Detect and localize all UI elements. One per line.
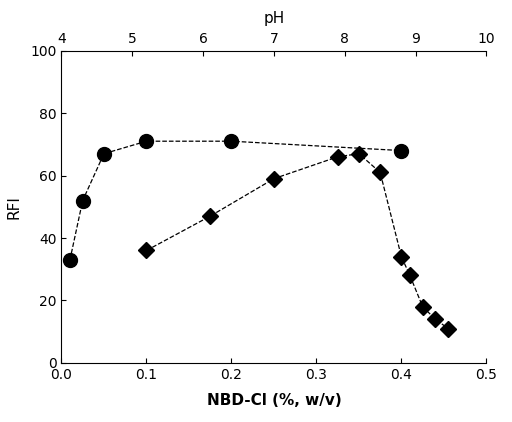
- Y-axis label: RFI: RFI: [7, 195, 22, 219]
- X-axis label: NBD-Cl (%, w/v): NBD-Cl (%, w/v): [206, 393, 342, 408]
- X-axis label: pH: pH: [263, 11, 285, 27]
